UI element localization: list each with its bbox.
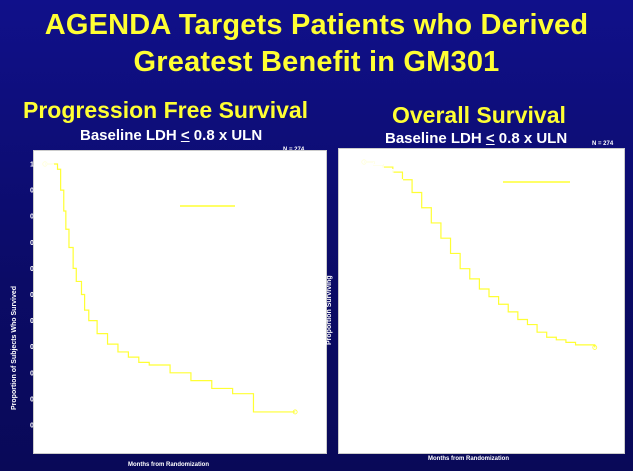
os-y-tick-label: 0.5 (345, 287, 355, 294)
os-y-tick-label: 0.1 (345, 388, 355, 395)
slide-title-line2: Greatest Benefit in GM301 (133, 46, 500, 78)
pfs-stat-hr-label: Hazard ratio (131, 238, 166, 244)
pfs-subtitle: Baseline LDH < 0.8 x ULN (80, 127, 263, 144)
os-subtitle: Baseline LDH < 0.8 x ULN (385, 130, 568, 147)
pfs-x-tick-label: 18 (229, 432, 237, 439)
os-stat-p-label: Logrank P (475, 229, 505, 235)
os-y-tick-label: 0.4 (345, 312, 355, 319)
os-x-tick-label: 24 (591, 427, 599, 434)
os-x-tick-label: 4 (401, 427, 405, 434)
pfs-y-tick-label: 0.6 (30, 266, 40, 273)
pfs-stat-p-value: < 0.0001 (230, 262, 254, 268)
pfs-curve-genasense (45, 163, 296, 413)
os-legend-dtic: DTIC (587, 168, 601, 174)
pfs-title: Progression Free Survival (23, 97, 309, 123)
pfs-y-tick-label: 0.7 (30, 240, 40, 247)
os-x-tick-label: 22 (572, 427, 580, 434)
pfs-y-tick-label: 0.5 (30, 292, 40, 299)
os-x-axis-label: Months from Randomization (428, 456, 509, 462)
os-x-tick-label: 16 (514, 427, 522, 434)
os-y-tick-label: 0.6 (345, 261, 355, 268)
os-x-tick-label: 0 (362, 427, 366, 434)
os-stat-median-genasense: 12.3 (528, 188, 540, 194)
pfs-x-tick-label: 24 (291, 432, 299, 439)
pfs-stat-median-label: Median (mos) (131, 214, 170, 220)
pfs-legend-dtic: DTIC (272, 188, 286, 194)
os-y-tick-label: 0.9 (345, 185, 355, 192)
pfs-curve-dtic (45, 163, 296, 421)
os-x-tick-label: 2 (381, 427, 385, 434)
pfs-legend-genasense: Genasense/DTIC (188, 188, 236, 194)
os-stat-hr-value: 0.64 (553, 209, 565, 215)
pfs-x-tick-label: 22 (270, 432, 278, 439)
os-y-tick-label: 0.8 (345, 210, 355, 217)
os-title: Overall Survival (392, 102, 566, 128)
pfs-y-tick-label: 0.3 (30, 344, 40, 351)
pfs-x-tick-label: 16 (208, 432, 216, 439)
os-x-tick-label: 18 (533, 427, 541, 434)
pfs-stat-median-dtic: 1.6 (277, 214, 286, 220)
pfs-y-tick-label: 1.0 (30, 162, 40, 169)
pfs-x-axis-label: Months from Randomization (128, 462, 209, 468)
pfs-x-tick-label: 2 (64, 432, 68, 439)
os-x-tick-label: 6 (420, 427, 424, 434)
os-stat-median-dtic: 9.9 (592, 188, 601, 194)
pfs-censor-marker (292, 417, 298, 423)
os-stat-p-value: 0.0009 (552, 229, 571, 235)
os-x-tick-label: 20 (552, 427, 560, 434)
pfs-y-tick-label: 0.8 (30, 214, 40, 221)
pfs-x-tick-label: 14 (187, 432, 195, 439)
os-y-tick-label: 0.0 (345, 414, 355, 421)
pfs-x-tick-label: 8 (126, 432, 130, 439)
pfs-stat-p-label: Logrank P (131, 262, 161, 268)
os-n-label: N = 274 (592, 141, 614, 147)
pfs-chart-panel (33, 150, 327, 454)
pfs-x-tick-label: 4 (85, 432, 89, 439)
pfs-y-tick-label: 0.4 (30, 318, 40, 325)
os-x-tick-label: 10 (456, 427, 464, 434)
os-censor-marker (592, 345, 598, 350)
pfs-stat-median-genasense: 3.6 (205, 214, 214, 220)
os-y-tick-label: 1.0 (345, 160, 355, 167)
os-x-tick-label: 8 (439, 427, 443, 434)
pfs-stat-hr-value: 0.58 (237, 238, 249, 244)
pfs-x-tick-label: 6 (106, 432, 110, 439)
pfs-censor-marker (42, 161, 48, 167)
pfs-x-tick-label: 0 (43, 432, 47, 439)
pfs-x-tick-label: 26 (312, 432, 320, 439)
slide-title-line1: AGENDA Targets Patients who Derived (44, 9, 589, 41)
pfs-y-tick-label: 0.1 (30, 396, 40, 403)
os-x-tick-label: 26 (610, 427, 618, 434)
os-censor-marker (592, 383, 598, 388)
pfs-censor-marker (292, 409, 298, 415)
os-censor-marker (361, 159, 367, 165)
os-stat-median-label: Median (475, 188, 496, 194)
os-y-tick-label: 0.7 (345, 236, 355, 243)
os-chart-panel (338, 148, 625, 454)
os-curve-genasense (364, 161, 596, 348)
os-legend-genasense: Genasense/DTIC (505, 168, 553, 174)
pfs-x-tick-label: 10 (145, 432, 153, 439)
pfs-x-tick-label: 12 (166, 432, 174, 439)
pfs-y-tick-label: 0.2 (30, 370, 40, 377)
os-y-tick-label: 0.3 (345, 337, 355, 344)
os-curve-dtic (364, 161, 595, 387)
pfs-y-tick-label: 0.0 (30, 423, 40, 430)
pfs-x-tick-label: 20 (250, 432, 258, 439)
os-stat-hr-label: Hazard ratio (475, 209, 510, 215)
os-y-tick-label: 0.2 (345, 363, 355, 370)
os-x-tick-label: 14 (495, 427, 503, 434)
os-x-tick-label: 12 (475, 427, 483, 434)
pfs-y-tick-label: 0.9 (30, 188, 40, 195)
